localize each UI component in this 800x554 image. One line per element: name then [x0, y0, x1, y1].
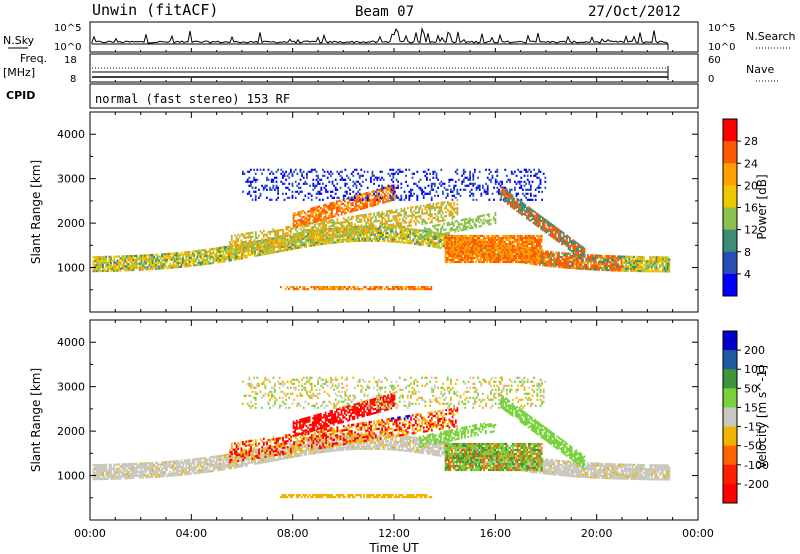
- radar-title: Unwin (fitACF): [92, 1, 218, 19]
- colorbar-band: [723, 207, 737, 231]
- nave-tick-top-right: 60: [708, 55, 721, 66]
- xtick-label: 12:00: [378, 527, 410, 540]
- beam-title: Beam 07: [355, 4, 414, 20]
- power-yticks: 1000 2000 3000 4000: [57, 128, 698, 291]
- ytick-label: 2000: [57, 425, 85, 438]
- date-title: 27/Oct/2012: [588, 4, 681, 20]
- colorbar-band: [723, 141, 737, 164]
- freq-label-line1: Freq.: [20, 52, 47, 65]
- colorbar-tick: 100: [744, 363, 765, 376]
- colorbar-band: [723, 407, 737, 428]
- cpid-panel: CPID normal (fast stereo) 153 RF: [6, 83, 699, 109]
- xtick-label: 16:00: [479, 527, 511, 540]
- power-panel: 1000 2000 3000 4000 Slant Range [km]: [29, 111, 699, 313]
- colorbar-tick: -200: [744, 478, 769, 491]
- ytick-label: 1000: [57, 470, 85, 483]
- velocity-xticks: 00:00 04:00 08:00 12:00 16:00 20:00 00:00: [74, 320, 714, 540]
- colorbar-tick: 8: [744, 246, 751, 259]
- nsky-trace: [89, 26, 699, 52]
- power-data: [92, 168, 671, 291]
- freq-panel: Freq. [MHz] 18 8 60 0 Nave: [3, 52, 778, 85]
- nsky-label: N.Sky: [3, 34, 35, 47]
- velocity-cbar-label: Velocity [m s^-1]: [755, 365, 769, 469]
- cpid-text: normal (fast stereo) 153 RF: [95, 92, 290, 106]
- colorbar-tick: 12: [744, 224, 758, 237]
- colorbar-tick: 20: [744, 179, 758, 192]
- nsearch-label: N.Search: [746, 30, 796, 43]
- cpid-label: CPID: [6, 89, 35, 102]
- power-ylabel: Slant Range [km]: [29, 160, 43, 264]
- velocity-data: [92, 376, 671, 499]
- colorbar-band: [723, 185, 737, 208]
- velocity-panel: 1000 2000 3000 4000 00:00 04:00 08:00 12:00 16:…: [29, 319, 714, 554]
- colorbar-tick: 15: [744, 401, 758, 414]
- freq-tick-top-left: 18: [64, 55, 77, 66]
- xtick-label: 00:00: [74, 527, 106, 540]
- colorbar-band: [723, 464, 737, 485]
- colorbar-band: [723, 445, 737, 466]
- xtick-label: 04:00: [175, 527, 207, 540]
- ytick-label: 4000: [57, 336, 85, 349]
- colorbar-tick: 28: [744, 135, 758, 148]
- colorbar-tick: 4: [744, 268, 751, 281]
- colorbar-band: [723, 350, 737, 370]
- freq-trace: [89, 66, 699, 82]
- nave-label: Nave: [746, 63, 774, 76]
- colorbar-tick: 16: [744, 202, 758, 215]
- colorbar-band: [723, 119, 737, 142]
- colorbar-tick: 200: [744, 344, 765, 357]
- power-colorbar: 28 24 20 16 12 8 4 Power [dB]: [722, 118, 769, 297]
- colorbar-band: [723, 369, 737, 389]
- nsky-tick-bottom-right: 10^0: [708, 42, 735, 53]
- colorbar-band: [723, 388, 737, 408]
- nave-tick-bottom-right: 0: [708, 74, 714, 85]
- velocity-xlabel: Time UT: [368, 541, 419, 554]
- colorbar-band: [723, 163, 737, 186]
- colorbar-band: [723, 331, 737, 351]
- velocity-ylabel: Slant Range [km]: [29, 368, 43, 472]
- freq-label-line2: [MHz]: [3, 66, 35, 79]
- colorbar-band: [723, 251, 737, 275]
- colorbar-tick: 50: [744, 382, 758, 395]
- velocity-colorbar: 200 100 50 15 -15 -50 -100 -200 Velocity [m s^-…: [722, 330, 769, 504]
- nsky-tick-top-right: 10^5: [708, 23, 735, 34]
- freq-tick-bottom-left: 8: [70, 74, 76, 85]
- power-xticks: [89, 112, 699, 312]
- nsky-tick-bottom-left: 10^0: [54, 42, 81, 53]
- xtick-label: 00:00: [682, 527, 714, 540]
- ytick-label: 3000: [57, 173, 85, 186]
- colorbar-tick: -50: [744, 440, 762, 453]
- velocity-yticks: 1000 2000 3000 4000: [57, 336, 698, 499]
- xtick-label: 08:00: [277, 527, 309, 540]
- colorbar-tick: -100: [744, 459, 769, 472]
- ytick-label: 2000: [57, 217, 85, 230]
- ytick-label: 4000: [57, 128, 85, 141]
- colorbar-band: [723, 426, 737, 447]
- colorbar-band: [723, 483, 737, 504]
- nsky-panel: N.Sky 10^5 10^0 10^5 10^0 N.Search: [3, 21, 796, 53]
- ytick-label: 1000: [57, 262, 85, 275]
- power-cbar-label: Power [dB]: [755, 174, 769, 239]
- colorbar-tick: 24: [744, 157, 758, 170]
- colorbar-band: [723, 229, 737, 253]
- ytick-label: 3000: [57, 381, 85, 394]
- colorbar-tick: -15: [744, 421, 762, 434]
- colorbar-band: [723, 273, 737, 297]
- nsky-tick-top-left: 10^5: [54, 23, 81, 34]
- xtick-label: 20:00: [581, 527, 613, 540]
